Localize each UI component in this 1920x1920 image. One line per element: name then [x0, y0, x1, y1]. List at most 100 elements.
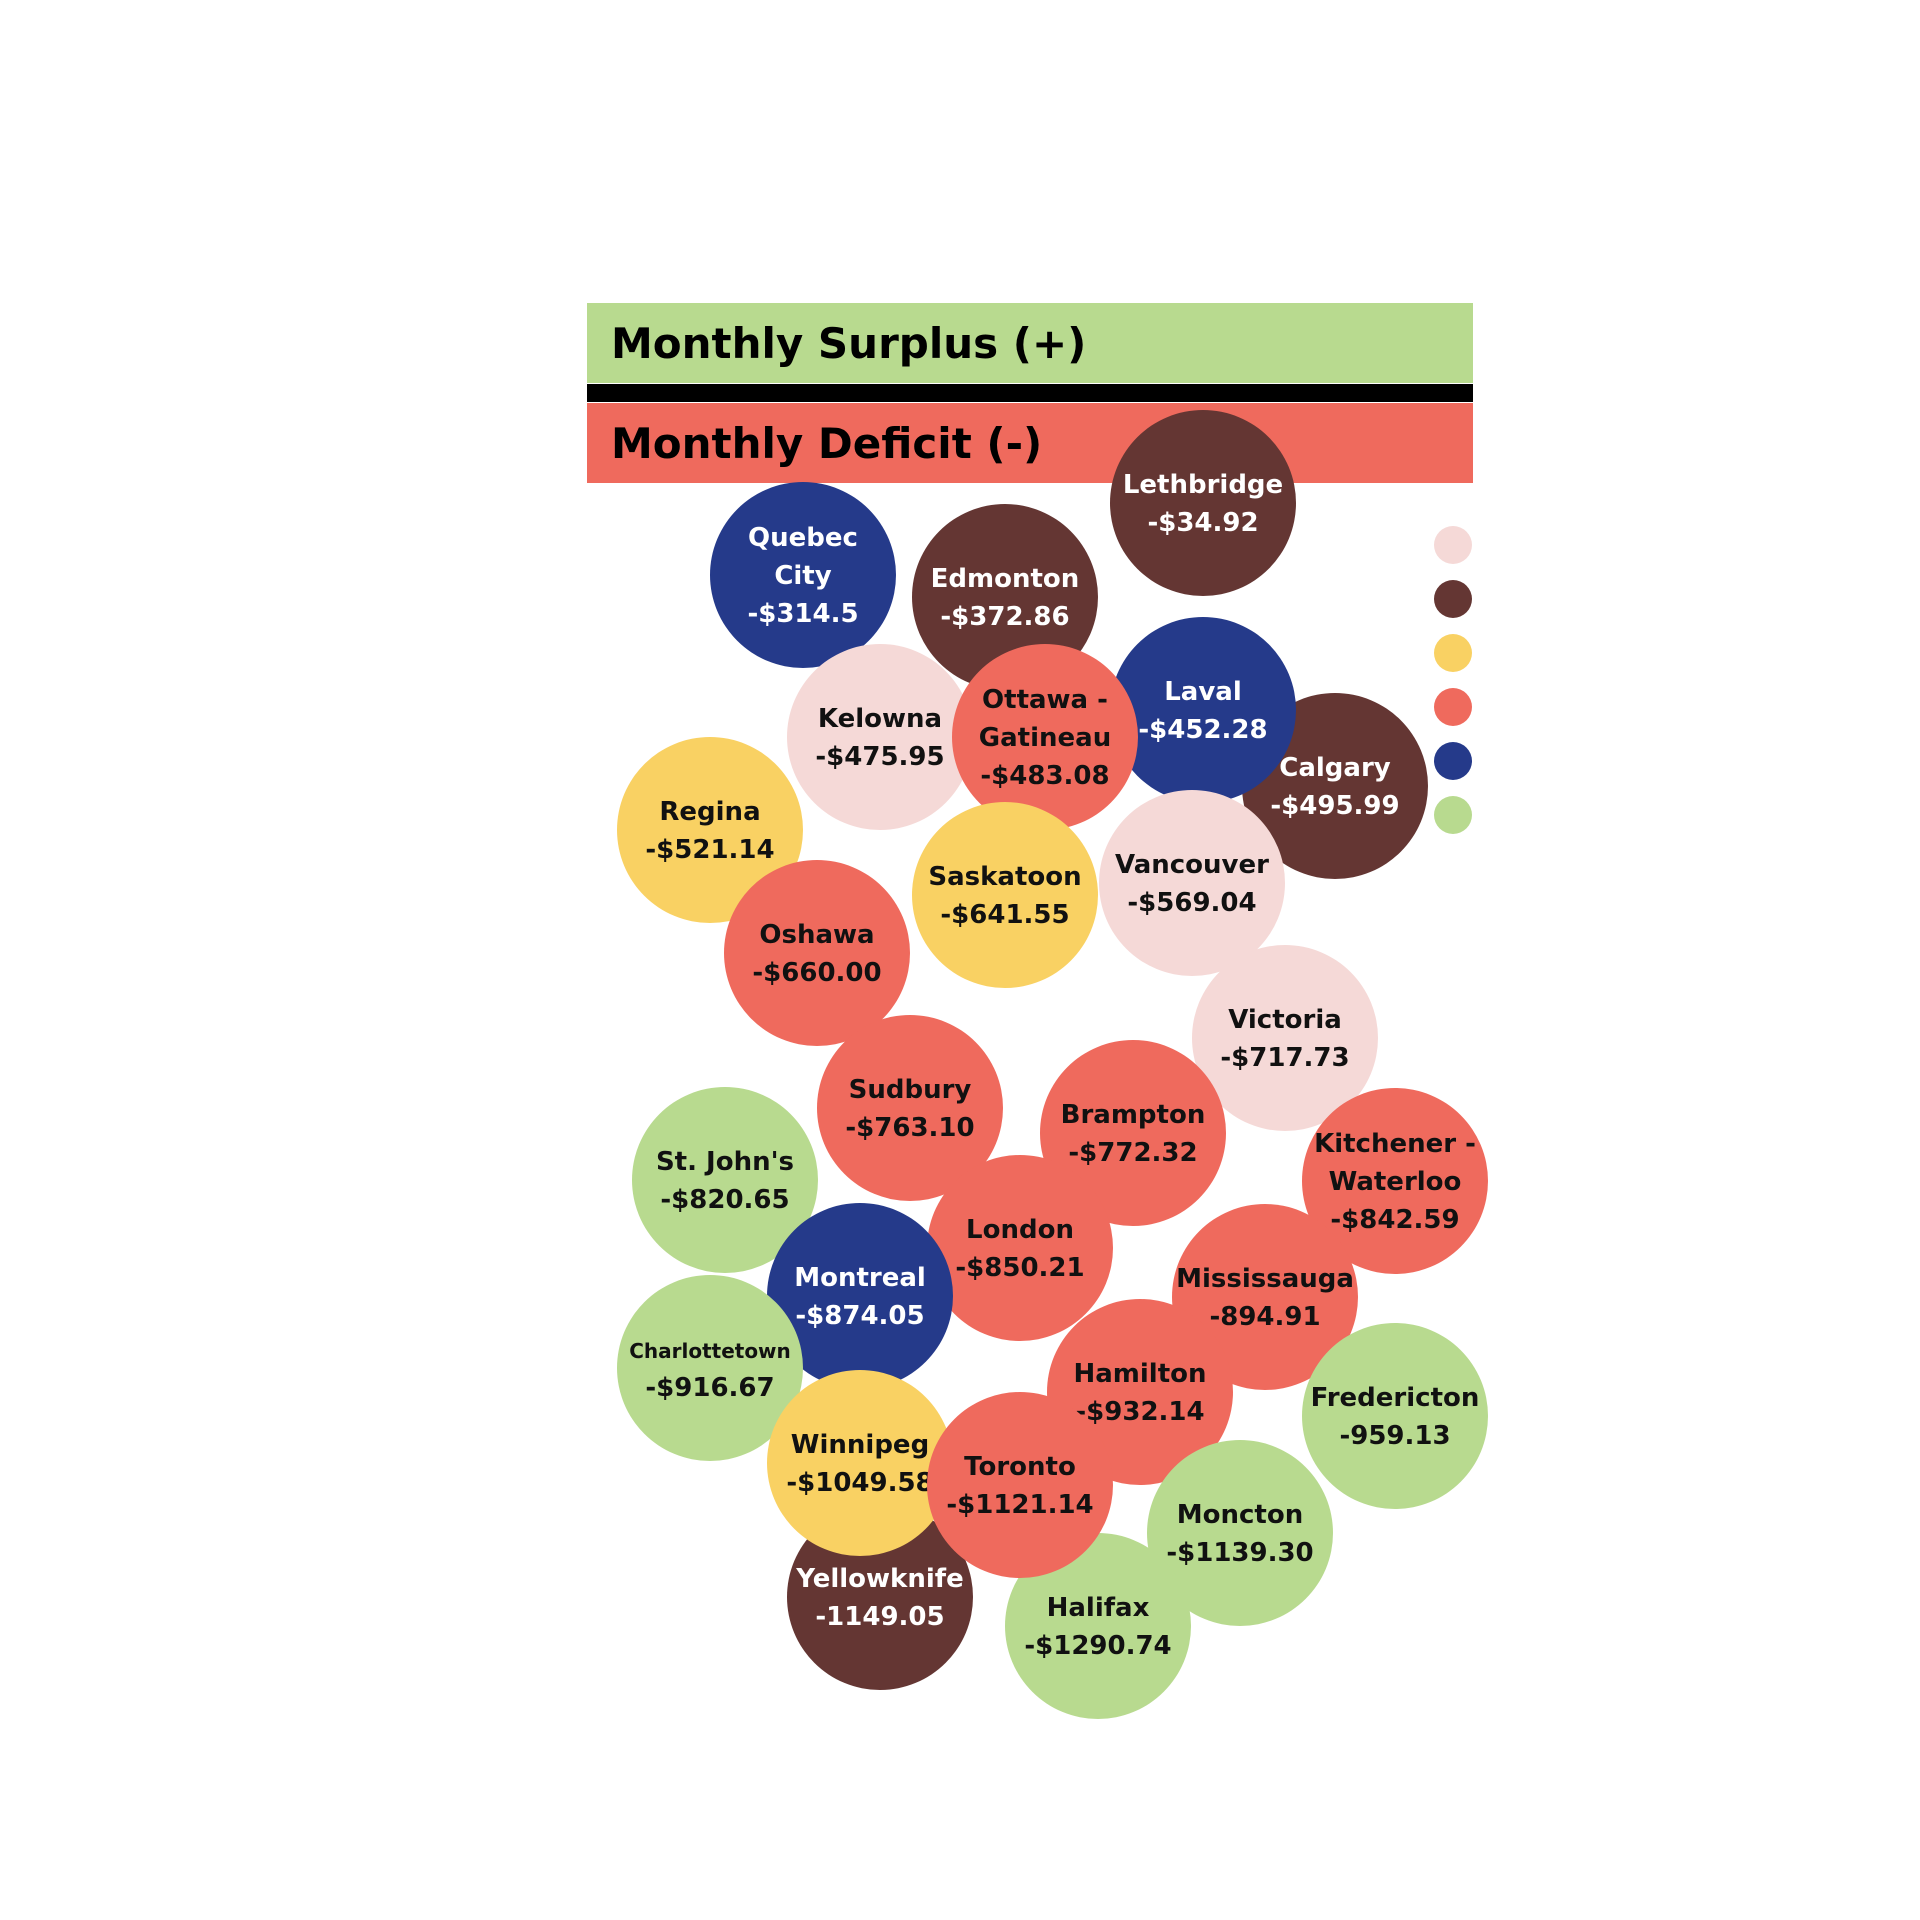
- bubble-name: Ottawa -: [982, 685, 1108, 715]
- bubble-value: -$569.04: [1127, 888, 1256, 918]
- bubble-circle: [912, 504, 1098, 690]
- bubble-circle: [767, 1203, 953, 1389]
- legend-swatch-salmon: [1434, 688, 1472, 726]
- bubble-regina: Regina -$521.14: [617, 737, 803, 923]
- surplus-label: Monthly Surplus (+): [611, 318, 1087, 368]
- bubble-circle: [710, 482, 896, 668]
- bubble-value: -$452.28: [1138, 715, 1267, 745]
- bubble-value: -$495.99: [1270, 791, 1399, 821]
- bubble-circle: [817, 1015, 1003, 1201]
- bubble-value: -$1121.14: [946, 1490, 1093, 1520]
- bubble-name: Winnipeg: [791, 1430, 929, 1460]
- bubble-name: St. John's: [656, 1147, 794, 1177]
- bubble-name: Charlottetown: [629, 1339, 791, 1363]
- legend-swatch-navy: [1434, 742, 1472, 780]
- bubble-name: Oshawa: [759, 920, 874, 950]
- bubble-name: Kelowna: [818, 704, 942, 734]
- bubble-value: -$372.86: [940, 602, 1069, 632]
- bubble-circle: [1099, 790, 1285, 976]
- bubble-name: Hamilton: [1073, 1359, 1206, 1389]
- bubble-london: London -$850.21: [927, 1155, 1113, 1341]
- bubble-name: Fredericton: [1311, 1383, 1480, 1413]
- legend-swatch-green: [1434, 796, 1472, 834]
- bubble-name: Sudbury: [849, 1075, 972, 1105]
- bubble-lethbridge: Lethbridge -$34.92: [1110, 410, 1296, 596]
- bubble-name: Vancouver: [1115, 850, 1269, 880]
- bubble-circle: [1110, 410, 1296, 596]
- bubble-charlottetown: Charlottetown -$916.67: [617, 1275, 803, 1461]
- bubble-circle: [724, 860, 910, 1046]
- bubble-st-john-s: St. John's -$820.65: [632, 1087, 818, 1273]
- bubble-value: -$641.55: [940, 900, 1069, 930]
- header-divider: [587, 384, 1473, 402]
- bubble-value: -$842.59: [1330, 1205, 1459, 1235]
- bubble-value: -$34.92: [1147, 508, 1258, 538]
- bubble-value: -$1049.58: [786, 1468, 933, 1498]
- bubble-value: -$483.08: [980, 761, 1109, 791]
- bubble-circle: [927, 1155, 1113, 1341]
- bubble-name: Laval: [1164, 677, 1242, 707]
- bubble-name: Halifax: [1047, 1593, 1150, 1623]
- bubble-name: Moncton: [1177, 1500, 1303, 1530]
- bubble-value: -$932.14: [1075, 1397, 1204, 1427]
- bubble-ottawa-gatineau: Ottawa - Gatineau -$483.08: [952, 644, 1138, 830]
- bubble-name: Montreal: [794, 1263, 926, 1293]
- bubble-value: -894.91: [1209, 1302, 1320, 1332]
- legend-swatch-brown: [1434, 580, 1472, 618]
- bubble-laval: Laval -$452.28: [1110, 617, 1296, 803]
- bubble-circle: [1040, 1040, 1226, 1226]
- bubble-saskatoon: Saskatoon -$641.55: [912, 802, 1098, 988]
- bubble-montreal: Montreal -$874.05: [767, 1203, 953, 1389]
- bubble-name: Saskatoon: [928, 862, 1081, 892]
- bubble-circle: [1302, 1088, 1488, 1274]
- bubble-name: Victoria: [1228, 1005, 1342, 1035]
- bubble-value: -$820.65: [660, 1185, 789, 1215]
- bubble-value: -$850.21: [955, 1253, 1084, 1283]
- bubble-name: Kitchener -: [1314, 1129, 1476, 1159]
- bubble-winnipeg: Winnipeg -$1049.58: [767, 1370, 953, 1556]
- bubble-circle: [912, 802, 1098, 988]
- bubble-circle: [767, 1370, 953, 1556]
- bubble-value: -$916.67: [645, 1373, 774, 1403]
- bubble-name: Gatineau: [979, 723, 1111, 753]
- legend-swatch-yellow: [1434, 634, 1472, 672]
- bubble-brampton: Brampton -$772.32: [1040, 1040, 1226, 1226]
- bubble-value: -$763.10: [845, 1113, 974, 1143]
- bubble-value: -$314.5: [747, 599, 858, 629]
- bubble-value: -$521.14: [645, 835, 774, 865]
- bubble-name: City: [774, 561, 831, 591]
- bubble-kitchener-waterloo: Kitchener - Waterloo -$842.59: [1302, 1088, 1488, 1274]
- bubble-name: Brampton: [1061, 1100, 1206, 1130]
- bubble-circle: [632, 1087, 818, 1273]
- bubble-circle: [787, 644, 973, 830]
- bubble-value: -$660.00: [752, 958, 881, 988]
- deficit-label: Monthly Deficit (-): [611, 418, 1043, 468]
- bubble-circle: [1147, 1440, 1333, 1626]
- bubble-oshawa: Oshawa -$660.00: [724, 860, 910, 1046]
- bubble-value: -$874.05: [795, 1301, 924, 1331]
- bubble-edmonton: Edmonton -$372.86: [912, 504, 1098, 690]
- bubble-value: -959.13: [1339, 1421, 1450, 1451]
- legend-swatch-light-pink: [1434, 526, 1472, 564]
- bubble-name: Quebec: [748, 523, 858, 553]
- bubble-circle: [1005, 1533, 1191, 1719]
- bubble-quebec-city: Quebec City -$314.5: [710, 482, 896, 668]
- bubble-value: -$772.32: [1068, 1138, 1197, 1168]
- bubble-name: Toronto: [964, 1452, 1076, 1482]
- surplus-header: Monthly Surplus (+): [587, 303, 1473, 383]
- bubble-value: -$1139.30: [1166, 1538, 1313, 1568]
- bubble-name: Edmonton: [931, 564, 1080, 594]
- bubble-circle: [1302, 1323, 1488, 1509]
- bubble-value: -$1290.74: [1024, 1631, 1171, 1661]
- bubble-value: -$717.73: [1220, 1043, 1349, 1073]
- bubble-name: Regina: [659, 797, 760, 827]
- bubble-sudbury: Sudbury -$763.10: [817, 1015, 1003, 1201]
- bubble-name: London: [966, 1215, 1074, 1245]
- bubble-value: -1149.05: [815, 1602, 944, 1632]
- bubble-circle: [1192, 945, 1378, 1131]
- bubble-name: Yellowknife: [795, 1564, 963, 1594]
- bubble-value: -$475.95: [815, 742, 944, 772]
- deficit-header: Monthly Deficit (-): [587, 403, 1473, 483]
- bubble-circle: [952, 644, 1138, 830]
